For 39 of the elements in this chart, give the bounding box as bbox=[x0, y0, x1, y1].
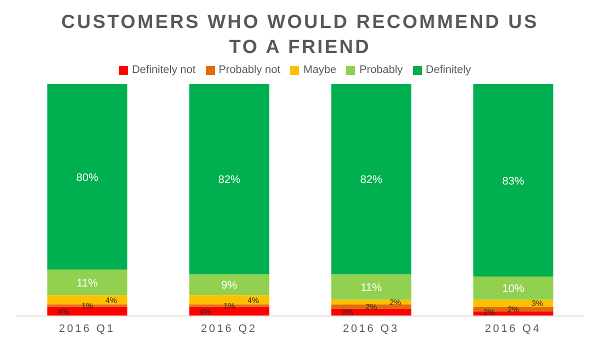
data-label: 1% bbox=[223, 302, 236, 311]
bar bbox=[189, 84, 270, 274]
x-tick-label: 2016 Q3 bbox=[342, 322, 400, 335]
data-label: 1% bbox=[81, 302, 94, 311]
bar bbox=[47, 295, 128, 304]
bar bbox=[47, 306, 128, 316]
legend-label: Probably bbox=[359, 64, 403, 76]
data-label: 2% bbox=[389, 298, 402, 308]
bar bbox=[47, 84, 128, 270]
legend-label: Definitely bbox=[426, 64, 472, 76]
legend-label: Probably not bbox=[218, 64, 280, 76]
data-label: 82% bbox=[218, 174, 240, 186]
data-label: 4% bbox=[247, 296, 260, 305]
chart-title: CUSTOMERS WHO WOULD RECOMMEND US TO A FRIEND bbox=[60, 11, 540, 60]
data-label: 4% bbox=[199, 307, 212, 316]
data-label: 10% bbox=[502, 283, 524, 296]
data-label: 4% bbox=[57, 307, 70, 316]
bar bbox=[473, 276, 554, 300]
x-tick-label: 2016 Q1 bbox=[58, 322, 116, 335]
bar bbox=[189, 274, 270, 296]
legend-label: Definitely not bbox=[132, 64, 196, 76]
bar bbox=[331, 84, 412, 274]
data-label: 3% bbox=[341, 308, 354, 317]
bar bbox=[331, 274, 412, 300]
data-label: 82% bbox=[360, 174, 382, 186]
bar bbox=[47, 270, 128, 296]
data-label: 4% bbox=[105, 296, 118, 305]
bar bbox=[189, 295, 270, 304]
data-label: 83% bbox=[502, 175, 524, 188]
x-tick-label: 2016 Q4 bbox=[484, 322, 542, 335]
x-tick-label: 2016 Q2 bbox=[200, 322, 258, 335]
data-label: 11% bbox=[76, 277, 98, 290]
legend-label: Maybe bbox=[303, 64, 336, 76]
data-label: 9% bbox=[221, 280, 238, 292]
data-label: 80% bbox=[76, 172, 98, 184]
bar bbox=[473, 84, 554, 277]
data-label: 11% bbox=[360, 282, 382, 294]
data-label: 3% bbox=[531, 299, 544, 308]
bar bbox=[189, 306, 270, 316]
